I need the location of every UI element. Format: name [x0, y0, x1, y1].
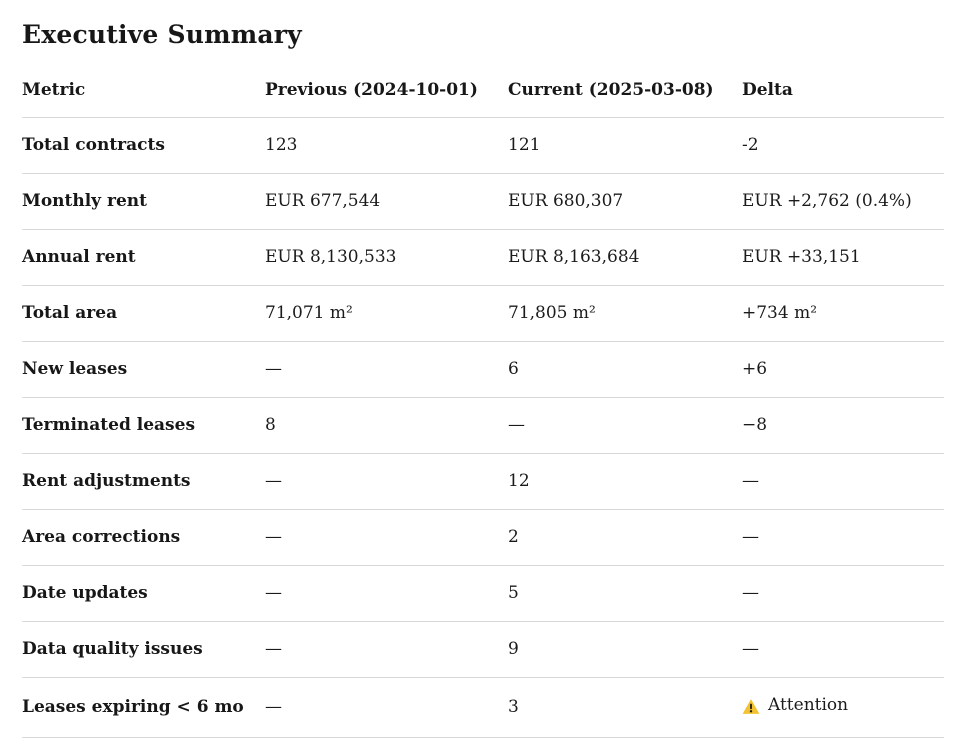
metric-cell: Leases expiring < 6 mo: [22, 677, 265, 738]
attention-badge: Attention: [742, 694, 848, 717]
delta-cell: —: [742, 509, 944, 566]
table-row: Monthly rent EUR 677,544 EUR 680,307 EUR +2…: [22, 173, 944, 230]
delta-cell: —: [742, 621, 944, 678]
previous-cell: 123: [265, 117, 508, 174]
previous-cell: —: [265, 453, 508, 510]
delta-cell: -2: [742, 117, 944, 174]
current-cell: 3: [508, 677, 742, 738]
column-header-previous: Previous (2024-10-01): [265, 69, 508, 118]
table-row: Total contracts 123 121 -2: [22, 117, 944, 174]
current-cell: 5: [508, 565, 742, 622]
delta-cell: —: [742, 453, 944, 510]
column-header-delta: Delta: [742, 69, 944, 118]
delta-cell: +734 m²: [742, 285, 944, 342]
metric-cell: Data quality issues: [22, 621, 265, 678]
metric-cell: Annual rent: [22, 229, 265, 286]
metric-cell: Terminated leases: [22, 397, 265, 454]
delta-cell: EUR +2,762 (0.4%): [742, 173, 944, 230]
metric-cell: Total contracts: [22, 117, 265, 174]
table-row: Annual rent EUR 8,130,533 EUR 8,163,684 EUR…: [22, 229, 944, 286]
attention-label: Attention: [768, 695, 849, 715]
metric-cell: Area corrections: [22, 509, 265, 566]
delta-cell: —: [742, 565, 944, 622]
table-header-row: Metric Previous (2024-10-01) Current (20…: [22, 69, 944, 118]
delta-cell: EUR +33,151: [742, 229, 944, 286]
warning-triangle-icon: [742, 697, 760, 714]
delta-cell: Attention: [742, 677, 944, 738]
column-header-current: Current (2025-03-08): [508, 69, 742, 118]
table-row: New leases —6 +6: [22, 341, 944, 398]
previous-cell: 71,071 m²: [265, 285, 508, 342]
table-row: Rent adjustments —12—: [22, 453, 944, 510]
current-cell: EUR 8,163,684: [508, 229, 742, 286]
delta-cell: −8: [742, 397, 944, 454]
table-row: Leases expiring < 6 mo —3 Attention: [22, 677, 944, 738]
delta-cell: +6: [742, 341, 944, 398]
current-cell: 71,805 m²: [508, 285, 742, 342]
previous-cell: —: [265, 677, 508, 738]
table-row: Data quality issues —9—: [22, 621, 944, 678]
metric-cell: Monthly rent: [22, 173, 265, 230]
table-header: Metric Previous (2024-10-01) Current (20…: [22, 69, 944, 118]
current-cell: 12: [508, 453, 742, 510]
previous-cell: 8: [265, 397, 508, 454]
table-row: Date updates —5—: [22, 565, 944, 622]
current-cell: 2: [508, 509, 742, 566]
previous-cell: —: [265, 565, 508, 622]
column-header-metric: Metric: [22, 69, 265, 118]
previous-cell: EUR 8,130,533: [265, 229, 508, 286]
table-row: Terminated leases 8— −8: [22, 397, 944, 454]
current-cell: 6: [508, 341, 742, 398]
table-body: Total contracts 123 121 -2 Monthly rent EUR 6…: [22, 117, 944, 738]
metric-cell: Date updates: [22, 565, 265, 622]
metric-cell: Rent adjustments: [22, 453, 265, 510]
previous-cell: EUR 677,544: [265, 173, 508, 230]
metric-cell: Total area: [22, 285, 265, 342]
table-row: Total area 71,071 m² 71,805 m² +734 m²: [22, 285, 944, 342]
previous-cell: —: [265, 509, 508, 566]
previous-cell: —: [265, 621, 508, 678]
executive-summary-table: Metric Previous (2024-10-01) Current (20…: [22, 69, 944, 738]
page-title: Executive Summary: [22, 20, 302, 49]
metric-cell: New leases: [22, 341, 265, 398]
table-row: Area corrections —2—: [22, 509, 944, 566]
current-cell: 9: [508, 621, 742, 678]
current-cell: —: [508, 397, 742, 454]
current-cell: EUR 680,307: [508, 173, 742, 230]
current-cell: 121: [508, 117, 742, 174]
previous-cell: —: [265, 341, 508, 398]
